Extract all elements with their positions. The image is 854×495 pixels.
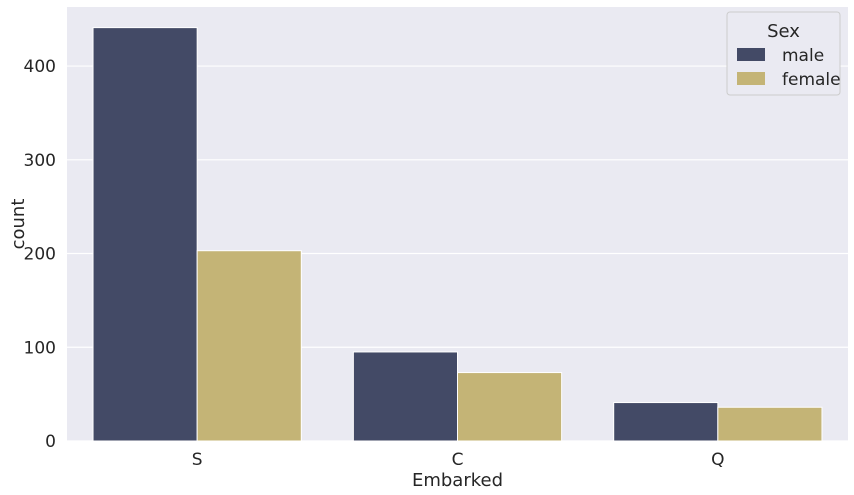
bar-female-Q (717, 406, 823, 442)
legend-title: Sex (767, 21, 800, 42)
y-tick-label: 300 (24, 151, 56, 171)
y-tick-label: 200 (24, 245, 56, 265)
y-tick-label: 100 (24, 338, 56, 358)
bar-male-S (92, 27, 198, 442)
x-tick-label: Q (711, 450, 724, 470)
y-axis-label: count (8, 199, 29, 250)
y-tick-label: 400 (24, 57, 56, 77)
legend: Sex male female (726, 11, 841, 96)
bar-female-S (196, 250, 302, 442)
x-tick-label: S (192, 450, 203, 470)
bar-male-C (352, 351, 458, 442)
legend-swatch-female (737, 72, 765, 85)
bar-female-C (457, 372, 563, 442)
bar-male-Q (613, 402, 719, 442)
x-axis-label: Embarked (412, 470, 503, 491)
legend-swatch-male (737, 48, 765, 61)
bars (92, 27, 823, 442)
y-tick-labels: 0 100 200 300 400 (24, 57, 56, 452)
legend-label-male: male (782, 46, 824, 66)
legend-label-female: female (782, 70, 841, 90)
x-tick-label: C (452, 450, 464, 470)
y-tick-label: 0 (45, 432, 56, 452)
